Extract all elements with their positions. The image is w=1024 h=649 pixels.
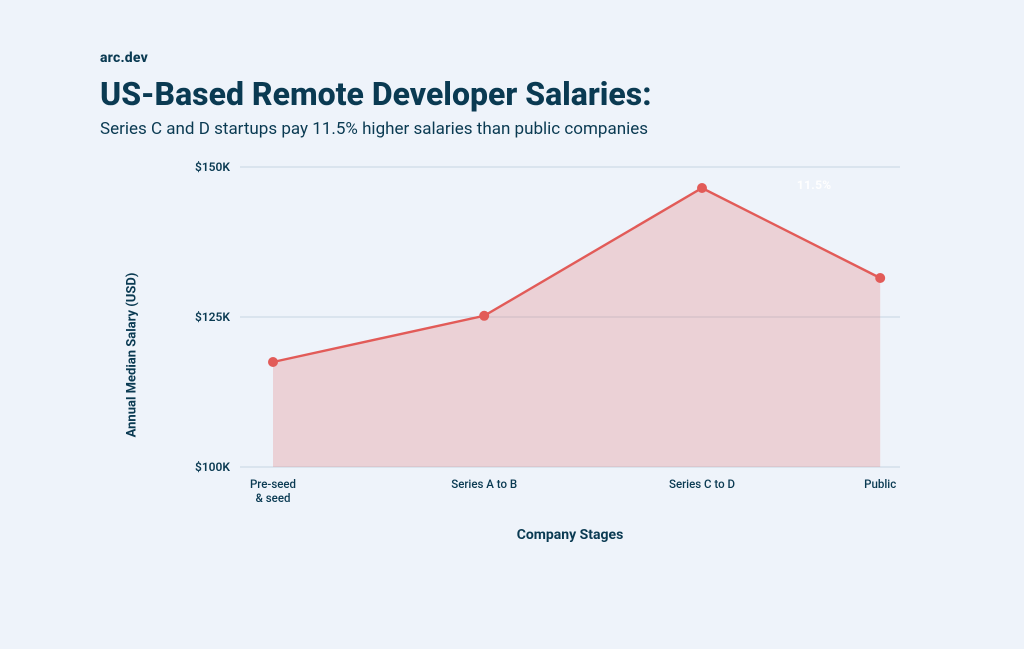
x-tick-label: Public <box>820 477 940 491</box>
x-tick-label: Series A to B <box>424 477 544 491</box>
chart-title: US-Based Remote Developer Salaries: <box>100 76 954 113</box>
x-tick-label: Series C to D <box>642 477 762 491</box>
chart: Annual Median Salary (USD) $100K$125K$15… <box>180 167 900 543</box>
callout-label: 11.5% <box>797 178 832 192</box>
x-tick-label: Pre-seed& seed <box>213 477 333 506</box>
data-point <box>697 183 707 193</box>
data-point <box>479 311 489 321</box>
chart-subtitle: Series C and D startups pay 11.5% higher… <box>100 119 954 139</box>
y-tick-label: $125K <box>195 310 230 324</box>
chart-svg <box>240 167 900 467</box>
brand-label: arc.dev <box>100 50 954 66</box>
data-point <box>875 273 885 283</box>
series-area <box>273 188 880 467</box>
data-point <box>268 357 278 367</box>
page: arc.dev US-Based Remote Developer Salari… <box>0 0 1024 649</box>
y-tick-label: $100K <box>195 460 230 474</box>
y-axis-title: Annual Median Salary (USD) <box>125 272 140 437</box>
y-tick-label: $150K <box>195 160 230 174</box>
x-axis-title: Company Stages <box>240 527 900 543</box>
plot-area: $100K$125K$150KPre-seed& seedSeries A to… <box>240 167 900 467</box>
